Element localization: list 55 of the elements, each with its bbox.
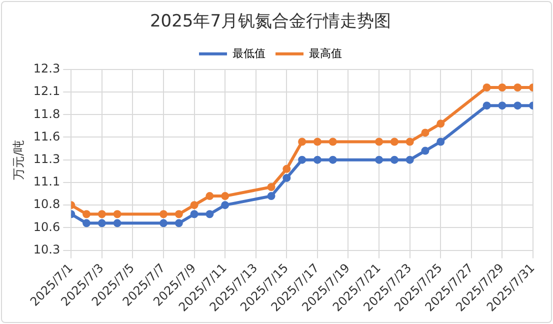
point xyxy=(113,219,122,228)
point xyxy=(190,201,198,210)
point xyxy=(298,138,306,146)
legend-label: 最低值 xyxy=(232,46,266,60)
point xyxy=(436,120,445,128)
point xyxy=(313,156,322,164)
point xyxy=(82,219,91,228)
point xyxy=(498,102,506,110)
point xyxy=(514,83,522,92)
point xyxy=(98,210,106,218)
point xyxy=(514,102,522,110)
point xyxy=(174,210,183,218)
y-tick-label: 11.8 xyxy=(33,106,60,121)
chart-title: 2025年7月钒氮合金行情走势图 xyxy=(150,12,392,32)
point xyxy=(98,219,106,228)
point xyxy=(313,138,322,146)
point xyxy=(375,138,384,146)
point xyxy=(498,83,506,92)
point xyxy=(221,201,230,210)
y-tick-label: 12.1 xyxy=(33,84,60,98)
y-tick-label: 11.1 xyxy=(33,174,60,189)
point xyxy=(221,192,230,200)
point xyxy=(282,174,291,182)
point xyxy=(390,138,398,146)
point xyxy=(406,156,414,164)
legend-label: 最高值 xyxy=(309,46,342,60)
point xyxy=(282,164,291,173)
y-tick-label: 10.6 xyxy=(33,220,60,234)
point xyxy=(436,138,445,146)
point xyxy=(159,210,168,218)
y-tick-label: 11.3 xyxy=(33,152,60,166)
point xyxy=(267,182,276,191)
point xyxy=(421,128,430,137)
point xyxy=(482,102,491,110)
point xyxy=(482,83,491,92)
point xyxy=(390,156,398,164)
point xyxy=(406,138,414,146)
point xyxy=(82,210,91,218)
point xyxy=(159,219,168,228)
y-axis-title: 万元/吨 xyxy=(11,140,26,180)
point xyxy=(328,138,337,146)
point xyxy=(190,210,198,218)
point xyxy=(174,219,183,228)
y-tick-label: 11.6 xyxy=(33,129,60,144)
y-tick-label: 12.3 xyxy=(33,62,60,76)
point xyxy=(421,146,430,155)
y-tick-label: 10.8 xyxy=(33,197,60,212)
point xyxy=(206,192,214,200)
point xyxy=(267,192,276,200)
y-tick-label: 10.3 xyxy=(33,242,60,256)
point xyxy=(113,210,122,218)
point xyxy=(328,156,337,164)
point xyxy=(298,156,306,164)
point xyxy=(375,156,384,164)
point xyxy=(206,210,214,218)
